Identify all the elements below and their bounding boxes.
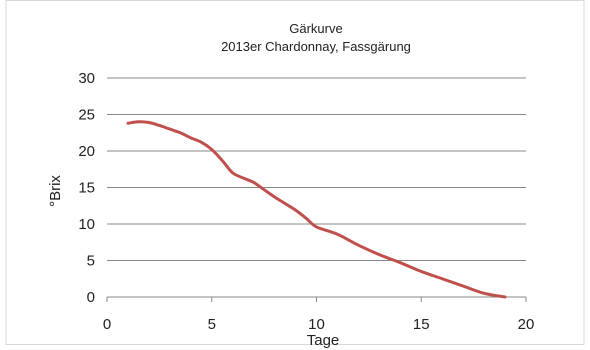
data-point: [200, 141, 203, 144]
data-point: [357, 244, 360, 247]
y-tick-label: 10: [78, 216, 95, 233]
y-tick-label: 5: [87, 253, 95, 270]
data-point: [399, 261, 402, 264]
x-tick-label: 5: [208, 316, 216, 333]
data-point: [284, 202, 287, 205]
data-point: [179, 131, 182, 134]
x-axis-label: Tage: [307, 332, 340, 349]
series-layer: [126, 120, 507, 299]
x-tick-label: 20: [518, 316, 535, 333]
y-tick-label: 0: [87, 289, 95, 306]
data-point: [147, 121, 150, 124]
data-point: [168, 128, 171, 131]
data-point: [231, 171, 234, 174]
data-point: [294, 209, 297, 212]
data-point: [137, 120, 140, 123]
data-point: [462, 285, 465, 288]
y-tick-label: 25: [78, 107, 95, 124]
data-point: [210, 148, 213, 151]
data-point: [263, 188, 266, 191]
data-point: [336, 233, 339, 236]
data-point: [441, 277, 444, 280]
data-point: [221, 159, 224, 162]
data-point: [273, 195, 276, 198]
data-point: [420, 270, 423, 273]
data-point: [242, 177, 245, 180]
y-tick-labels: 0 5 10 15 20 25 30: [78, 70, 95, 306]
y-tick-label: 20: [78, 143, 95, 160]
data-point: [378, 253, 381, 256]
x-tick-label: 10: [308, 316, 325, 333]
data-point: [315, 225, 318, 228]
data-point: [305, 217, 308, 220]
data-point: [126, 122, 129, 125]
gridlines: [107, 77, 526, 261]
chart-title: Gärkurve: [289, 21, 342, 36]
chart-border: [5, 0, 585, 345]
axes: [106, 296, 527, 302]
y-tick-label: 30: [78, 70, 95, 87]
x-tick-label: 15: [413, 316, 430, 333]
series-line: [126, 120, 507, 299]
data-point: [158, 124, 161, 127]
x-tick-labels: 0 5 10 15 20: [103, 316, 535, 333]
data-point: [504, 296, 507, 299]
x-tick-label: 0: [103, 316, 111, 333]
data-point: [252, 181, 255, 184]
y-axis-label: °Brix: [47, 175, 64, 207]
chart-subtitle: 2013er Chardonnay, Fassgärung: [221, 39, 411, 54]
data-point: [483, 292, 486, 295]
data-point: [189, 136, 192, 139]
y-tick-label: 15: [78, 180, 95, 197]
